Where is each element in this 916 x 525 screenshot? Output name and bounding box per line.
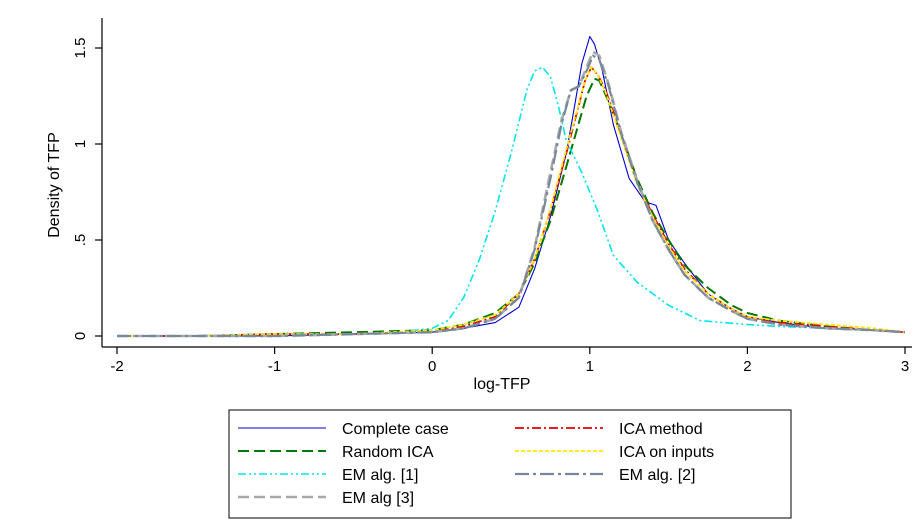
series-line-4 — [117, 66, 906, 337]
x-tick-label: -2 — [110, 358, 123, 375]
axes — [101, 18, 912, 348]
x-tick-label: 0 — [428, 358, 436, 375]
legend-label-1: ICA method — [619, 421, 703, 438]
y-axis-title: Density of TFP — [46, 132, 63, 238]
legend-label-0: Complete case — [342, 421, 449, 438]
series-line-1 — [117, 66, 906, 337]
ticks: -2 -1 0 1 2 3 0 .5 1 1.5 — [72, 38, 909, 375]
legend: Complete case ICA method Random ICA ICA on … — [228, 409, 792, 519]
legend-label-3: ICA on inputs — [619, 444, 714, 461]
x-tick-label: -1 — [268, 358, 281, 375]
legend-label-6: EM alg [3] — [342, 490, 414, 507]
y-tick-label: 1.5 — [72, 38, 89, 59]
legend-label-5: EM alg. [2] — [619, 467, 695, 484]
series-line-0 — [117, 35, 906, 337]
series-line-5 — [117, 54, 906, 338]
legend-label-4: EM alg. [1] — [342, 467, 418, 484]
y-tick-label: 1 — [72, 140, 89, 148]
legend-label-2: Random ICA — [342, 444, 434, 461]
series-line-3 — [117, 66, 906, 337]
series-line-6 — [117, 50, 906, 338]
plot-area — [117, 35, 906, 338]
x-tick-label: 1 — [586, 358, 594, 375]
legend-box — [228, 409, 792, 519]
x-tick-label: 3 — [901, 358, 909, 375]
y-tick-label: .5 — [72, 234, 89, 247]
y-tick-label: 0 — [72, 332, 89, 340]
series-line-2 — [117, 77, 906, 337]
x-axis-title: log-TFP — [474, 376, 531, 393]
x-tick-label: 2 — [743, 358, 751, 375]
